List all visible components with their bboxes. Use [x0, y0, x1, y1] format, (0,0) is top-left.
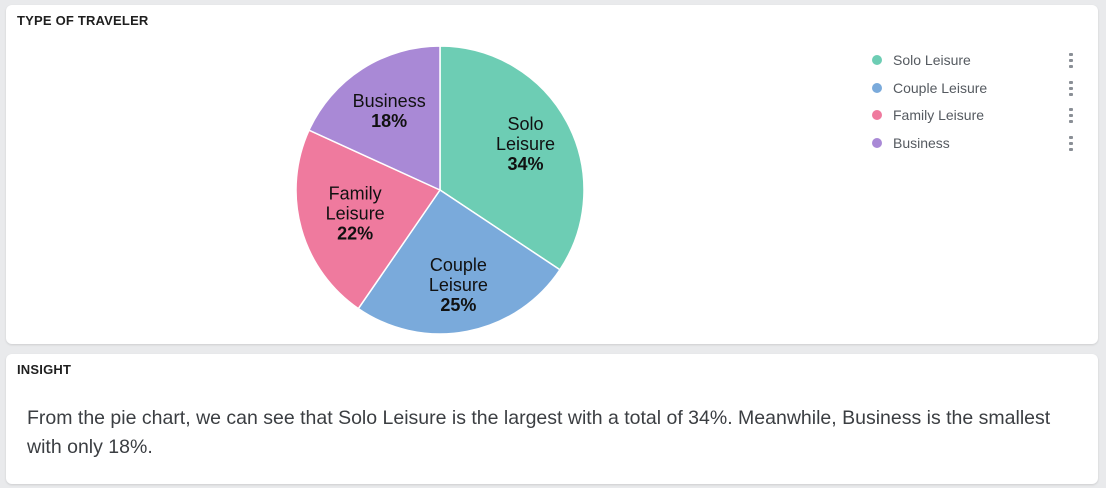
- legend-item-solo-leisure[interactable]: Solo Leisure: [872, 50, 1082, 78]
- pie-slice-couple-leisure[interactable]: [357, 188, 561, 335]
- legend-dot-icon: [872, 82, 882, 93]
- chart-panel: TYPE OF TRAVELER Solo Leisure 34% Couple Lei…: [6, 5, 1098, 344]
- slice-percent-label: 18%: [371, 111, 407, 131]
- legend-item-family-leisure[interactable]: Family Leisure: [872, 105, 1082, 133]
- legend-dot-icon: [872, 137, 882, 148]
- legend-label: Business: [893, 134, 950, 151]
- slice-label-solo-leisure: Solo Leisure 34%: [496, 114, 555, 174]
- slice-name-label: Couple: [430, 255, 487, 275]
- pie-chart[interactable]: Solo Leisure 34%Couple Leisure 25%Family Leis…: [6, 5, 1098, 344]
- legend-item-couple-leisure[interactable]: Couple Leisure: [872, 78, 1082, 106]
- legend-label: Solo Leisure: [893, 52, 971, 68]
- slice-name-label: Leisure: [429, 275, 488, 295]
- pie-slice-family-leisure[interactable]: [295, 129, 442, 310]
- chart-title: TYPE OF TRAVELER: [17, 13, 149, 28]
- kebab-menu-icon[interactable]: [1068, 53, 1074, 69]
- chart-legend: Solo Leisure Couple Leisure Family Leisu…: [872, 50, 1082, 160]
- slice-name-label: Business: [353, 91, 426, 111]
- slice-percent-label: 34%: [507, 154, 543, 174]
- slice-name-label: Leisure: [326, 203, 385, 223]
- slice-percent-label: 25%: [440, 295, 476, 315]
- legend-item-business[interactable]: Business: [872, 133, 1082, 161]
- insight-title: INSIGHT: [17, 362, 72, 377]
- kebab-menu-icon[interactable]: [1068, 80, 1074, 97]
- pie-slice-business[interactable]: [308, 45, 441, 192]
- slice-label-family-leisure: Family Leisure 22%: [326, 183, 385, 243]
- insight-text: From the pie chart, we can see that Solo…: [27, 407, 1051, 458]
- legend-label: Family Leisure: [893, 107, 985, 123]
- slice-name-label: Family: [329, 183, 382, 203]
- kebab-menu-icon[interactable]: [1068, 108, 1074, 124]
- slice-name-label: Leisure: [496, 134, 555, 154]
- legend-dot-icon: [872, 110, 882, 120]
- legend-label: Couple Leisure: [893, 79, 988, 96]
- slice-label-business: Business 18%: [353, 91, 426, 131]
- kebab-menu-icon[interactable]: [1068, 135, 1074, 152]
- slice-name-label: Solo: [507, 114, 543, 134]
- slice-percent-label: 22%: [337, 223, 373, 243]
- slice-label-couple-leisure: Couple Leisure 25%: [429, 255, 488, 315]
- insight-panel: INSIGHT From the pie chart, we can see t…: [6, 354, 1098, 484]
- legend-dot-icon: [872, 55, 882, 65]
